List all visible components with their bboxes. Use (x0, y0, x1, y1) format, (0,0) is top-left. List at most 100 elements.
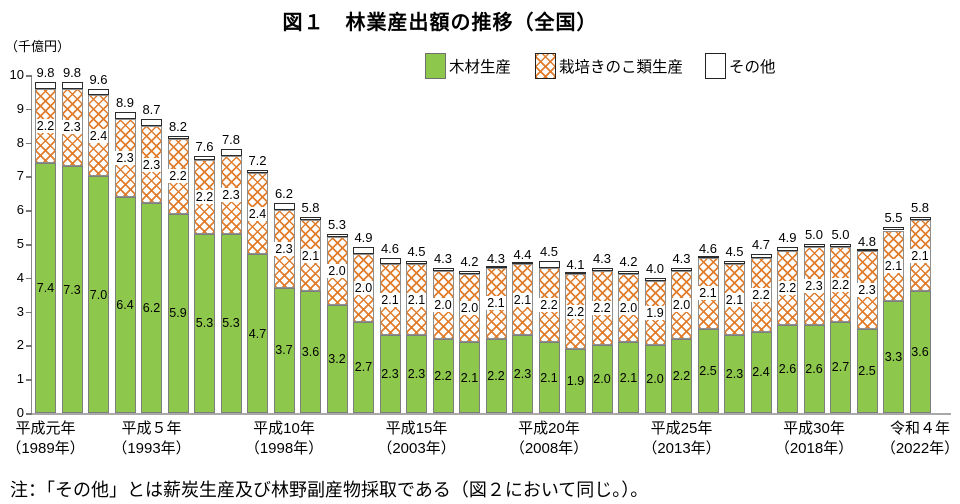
x-tick-era: 平成５年 (121, 420, 182, 437)
mushroom-value-text: 2.2 (830, 277, 851, 292)
wood-value-label: 2.1 (619, 370, 638, 385)
x-axis: 平成元年 （1989年） 平成５年 （1993年） 平成10年 （1998年） 平成15年 （… (6, 75, 959, 457)
footnote: 注：「その他」とは薪炭生産及び林野副産物採取である（図２において同じ。）。 (10, 480, 649, 500)
x-tick-year: （1989年） (6, 440, 85, 457)
total-label: 4.3 (433, 250, 453, 266)
segment-wood (35, 162, 56, 413)
segment-wood (856, 328, 878, 413)
mushroom-value-label: 2.1 (298, 248, 323, 264)
segment-wood (909, 291, 931, 413)
segment-wood (538, 342, 560, 413)
segment-wood (485, 338, 507, 413)
segment-wood (830, 321, 851, 413)
x-tick-era: 平成15年 (385, 420, 448, 437)
segment-wood (803, 325, 825, 413)
y-tick-mark (26, 176, 32, 178)
legend-label-wood: 木材生産 (449, 58, 512, 76)
bar-1999: 3.6 2.1 5.8 (298, 200, 323, 413)
mushroom-value-label: 2.0 (616, 301, 641, 316)
mushroom-value-text: 1.9 (645, 306, 665, 321)
segment-other (671, 267, 692, 272)
total-label: 8.2 (168, 118, 188, 134)
bar-1995: 5.3 2.2 7.6 (194, 139, 215, 413)
mushroom-value-label: 2.1 (908, 248, 933, 264)
wood-value-label: 2.5 (699, 363, 717, 378)
x-tick-year: （2013年） (642, 440, 721, 457)
wood-value-label: 7.4 (36, 280, 55, 295)
x-tick-label: 平成20年 （2008年） (489, 419, 609, 459)
x-tick-year: （1993年） (112, 440, 191, 457)
segment-other (803, 244, 825, 248)
mushroom-value-text: 2.0 (327, 264, 347, 279)
wood-value-label: 5.3 (222, 316, 240, 331)
mushroom-value-text: 2.3 (221, 188, 241, 202)
segment-wood (432, 338, 454, 413)
segment-other (591, 267, 613, 272)
total-label: 6.2 (274, 186, 294, 202)
mushroom-value-label: 2.1 (404, 292, 429, 308)
total-label: 9.8 (62, 64, 82, 80)
segment-wood (406, 335, 427, 413)
mushroom-value-label: 2.1 (722, 292, 747, 308)
bar-2014: 2.5 2.1 4.6 (697, 241, 719, 413)
bar-2022: 3.6 2.1 5.8 (908, 200, 933, 413)
mushroom-value-label: 2.1 (484, 296, 509, 311)
y-tick-label: 9 (16, 100, 24, 116)
mushroom-value-text: 2.2 (592, 301, 612, 316)
total-label: 4.2 (460, 254, 479, 270)
total-label: 4.6 (698, 240, 718, 256)
legend-swatch-wood (425, 52, 446, 79)
bar-1993: 6.2 2.3 8.7 (141, 102, 162, 413)
mushroom-value-label: 2.3 (855, 282, 880, 298)
y-tick-label: 0 (16, 405, 24, 420)
segment-wood (114, 196, 136, 413)
wood-value-label: 2.1 (540, 370, 558, 385)
mushroom-value-text: 2.2 (168, 169, 188, 184)
y-tick-mark (26, 379, 32, 381)
plot-area: 0 1 2 3 4 5 6 7 8 9 10 7.4 2.2 9.8 7.3 2.3 9.8 7.0 2.4 9.6… (6, 65, 959, 457)
mushroom-value-text: 2.4 (247, 206, 268, 221)
x-tick-era: 令和４年 (889, 420, 950, 437)
mushroom-value-text: 2.1 (698, 286, 718, 301)
legend-item-other: その他 (705, 52, 776, 79)
mushroom-value-label: 2.0 (325, 264, 350, 279)
x-tick-label: 平成５年 （1993年） (92, 419, 212, 459)
x-tick-year: （2018年） (774, 440, 854, 457)
segment-wood (750, 331, 772, 413)
mushroom-value-label: 2.3 (802, 279, 827, 294)
mushroom-value-text: 2.3 (857, 282, 877, 297)
segment-wood (777, 325, 798, 413)
bars-container: 7.4 2.2 9.8 7.3 2.3 9.8 7.0 2.4 9.6 6.4 2.3 8.9 6.2 2… (32, 65, 951, 413)
y-tick-mark (26, 108, 32, 111)
wood-value-label: 2.7 (354, 360, 373, 375)
y-tick-label: 6 (16, 202, 24, 218)
segment-wood (220, 233, 242, 413)
mushroom-value-text: 2.2 (539, 297, 559, 312)
mushroom-value-text: 2.4 (88, 128, 109, 143)
x-tick-label: 平成15年 （2003年） (357, 419, 477, 459)
segment-wood (88, 176, 109, 413)
mushroom-value-text: 2.1 (512, 292, 533, 307)
y-tick-mark (26, 311, 32, 314)
bar-2013: 2.2 2.0 4.3 (671, 251, 692, 413)
x-tick-year: （2008年） (509, 440, 589, 457)
mushroom-value-label: 2.4 (245, 206, 270, 222)
wood-value-label: 6.4 (116, 297, 134, 312)
segment-wood (724, 335, 745, 413)
mushroom-value-text: 2.1 (486, 296, 506, 311)
mushroom-value-label: 2.2 (166, 169, 191, 184)
wood-value-label: 6.2 (142, 301, 161, 316)
mushroom-value-label: 2.3 (219, 188, 244, 203)
mushroom-value-label: 2.2 (775, 280, 800, 296)
segment-other (538, 260, 560, 268)
total-label: 4.7 (751, 237, 771, 253)
total-label: 4.5 (725, 243, 744, 259)
segment-other (88, 88, 109, 96)
mushroom-value-label: 2.4 (86, 128, 111, 144)
wood-value-label: 2.2 (672, 368, 691, 383)
mushroom-value-label: 2.2 (828, 277, 853, 293)
total-label: 9.6 (89, 71, 108, 87)
total-label: 9.8 (36, 64, 55, 80)
wood-value-label: 5.9 (169, 306, 187, 321)
